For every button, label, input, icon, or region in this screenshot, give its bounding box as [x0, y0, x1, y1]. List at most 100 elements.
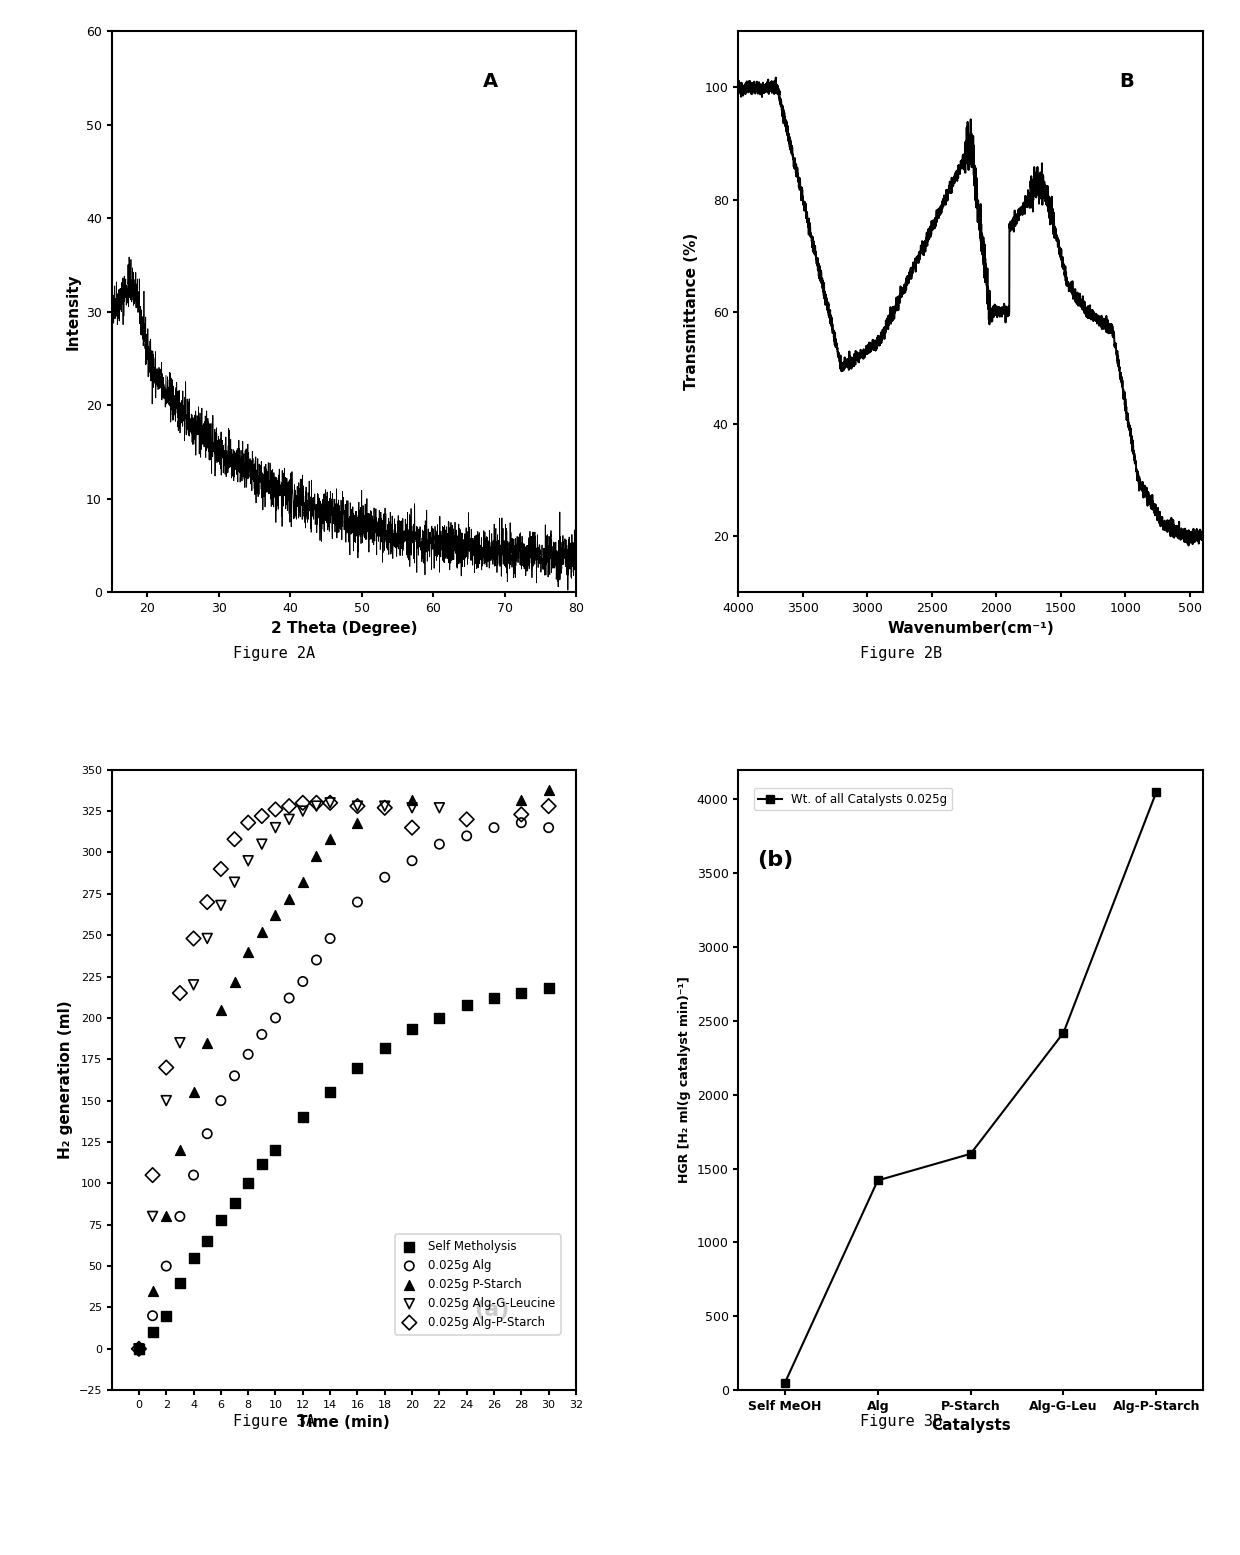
0.025g P-Starch	[184, 1079, 203, 1104]
Self Metholysis	[143, 1320, 162, 1345]
0.025g Alg	[484, 815, 503, 840]
Self Metholysis	[184, 1246, 203, 1270]
Self Metholysis	[429, 1006, 449, 1031]
0.025g Alg-G-Leucine	[170, 1031, 190, 1056]
0.025g Alg-G-Leucine	[211, 893, 231, 917]
0.025g Alg-G-Leucine	[238, 849, 258, 874]
0.025g P-Starch	[402, 787, 422, 812]
0.025g Alg-P-Starch	[238, 810, 258, 835]
0.025g P-Starch	[238, 939, 258, 964]
Text: Figure 3A: Figure 3A	[233, 1413, 315, 1429]
0.025g Alg-P-Starch	[265, 798, 285, 823]
0.025g P-Starch	[197, 1031, 217, 1056]
0.025g P-Starch	[211, 997, 231, 1022]
0.025g Alg	[456, 824, 476, 849]
Self Metholysis	[456, 992, 476, 1017]
0.025g P-Starch	[320, 827, 340, 852]
Self Metholysis	[197, 1228, 217, 1253]
0.025g Alg-G-Leucine	[156, 1088, 176, 1113]
0.025g P-Starch	[170, 1138, 190, 1163]
Y-axis label: Transmittance (%): Transmittance (%)	[684, 233, 699, 390]
Text: (a): (a)	[474, 1300, 510, 1320]
0.025g Alg	[320, 927, 340, 952]
0.025g Alg-P-Starch	[156, 1056, 176, 1081]
0.025g Alg-P-Starch	[293, 790, 312, 815]
0.025g Alg	[402, 849, 422, 874]
0.025g Alg	[306, 947, 326, 972]
Self Metholysis	[538, 975, 558, 1000]
0.025g Alg-P-Starch	[184, 927, 203, 952]
Self Metholysis	[211, 1207, 231, 1232]
Self Metholysis	[224, 1191, 244, 1216]
0.025g Alg-G-Leucine	[197, 927, 217, 952]
X-axis label: 2 Theta (Degree): 2 Theta (Degree)	[270, 620, 417, 636]
0.025g P-Starch	[279, 886, 299, 911]
0.025g Alg	[279, 986, 299, 1011]
0.025g P-Starch	[306, 843, 326, 868]
Text: Figure 3B: Figure 3B	[859, 1413, 942, 1429]
Self Metholysis	[374, 1036, 394, 1061]
Self Metholysis	[320, 1079, 340, 1104]
Text: Figure 2A: Figure 2A	[233, 645, 315, 661]
0.025g Alg-P-Starch	[306, 790, 326, 815]
Self Metholysis	[170, 1270, 190, 1295]
Self Metholysis	[238, 1171, 258, 1196]
X-axis label: Wavenumber(cm⁻¹): Wavenumber(cm⁻¹)	[888, 620, 1054, 636]
Self Metholysis	[293, 1104, 312, 1129]
Y-axis label: Intensity: Intensity	[66, 274, 81, 350]
0.025g Alg	[429, 832, 449, 857]
Text: A: A	[484, 72, 498, 92]
0.025g Alg-G-Leucine	[429, 795, 449, 819]
0.025g P-Starch	[538, 778, 558, 802]
0.025g P-Starch	[511, 787, 531, 812]
0.025g Alg-G-Leucine	[265, 815, 285, 840]
0.025g Alg	[224, 1064, 244, 1088]
Text: B: B	[1120, 72, 1133, 92]
0.025g Alg	[156, 1253, 176, 1278]
0.025g P-Starch	[265, 903, 285, 928]
0.025g Alg-P-Starch	[402, 815, 422, 840]
Self Metholysis	[402, 1017, 422, 1042]
0.025g P-Starch	[224, 969, 244, 994]
0.025g Alg	[374, 865, 394, 889]
0.025g Alg-G-Leucine	[224, 869, 244, 894]
0.025g Alg-P-Starch	[279, 793, 299, 818]
0.025g Alg-G-Leucine	[293, 799, 312, 824]
Legend: Self Metholysis, 0.025g Alg, 0.025g P-Starch, 0.025g Alg-G-Leucine, 0.025g Alg-P: Self Metholysis, 0.025g Alg, 0.025g P-St…	[394, 1235, 560, 1334]
X-axis label: Time (min): Time (min)	[298, 1415, 391, 1431]
0.025g Alg	[211, 1088, 231, 1113]
0.025g Alg-P-Starch	[170, 981, 190, 1006]
0.025g Alg-P-Starch	[252, 804, 272, 829]
Self Metholysis	[484, 986, 503, 1011]
0.025g Alg-P-Starch	[320, 790, 340, 815]
0.025g Alg	[238, 1042, 258, 1067]
0.025g Alg-G-Leucine	[252, 832, 272, 857]
0.025g P-Starch	[347, 810, 367, 835]
Y-axis label: H₂ generation (ml): H₂ generation (ml)	[58, 1000, 73, 1160]
0.025g P-Starch	[156, 1204, 176, 1228]
0.025g Alg	[252, 1022, 272, 1047]
0.025g Alg	[143, 1303, 162, 1328]
Self Metholysis	[129, 1336, 149, 1361]
Self Metholysis	[347, 1056, 367, 1081]
0.025g Alg-G-Leucine	[184, 972, 203, 997]
Self Metholysis	[265, 1138, 285, 1163]
0.025g Alg-P-Starch	[456, 807, 476, 832]
0.025g Alg-G-Leucine	[306, 793, 326, 818]
Self Metholysis	[156, 1303, 176, 1328]
0.025g Alg	[347, 889, 367, 914]
0.025g Alg-P-Starch	[197, 889, 217, 914]
0.025g P-Starch	[143, 1278, 162, 1303]
0.025g Alg-G-Leucine	[279, 807, 299, 832]
0.025g Alg-P-Starch	[374, 795, 394, 819]
0.025g Alg	[538, 815, 558, 840]
0.025g Alg	[511, 810, 531, 835]
0.025g Alg-P-Starch	[511, 802, 531, 827]
0.025g P-Starch	[252, 919, 272, 944]
0.025g Alg	[293, 969, 312, 994]
0.025g Alg	[265, 1006, 285, 1031]
0.025g Alg-P-Starch	[143, 1163, 162, 1188]
0.025g Alg	[197, 1121, 217, 1146]
0.025g Alg-P-Starch	[538, 793, 558, 818]
0.025g P-Starch	[293, 869, 312, 894]
